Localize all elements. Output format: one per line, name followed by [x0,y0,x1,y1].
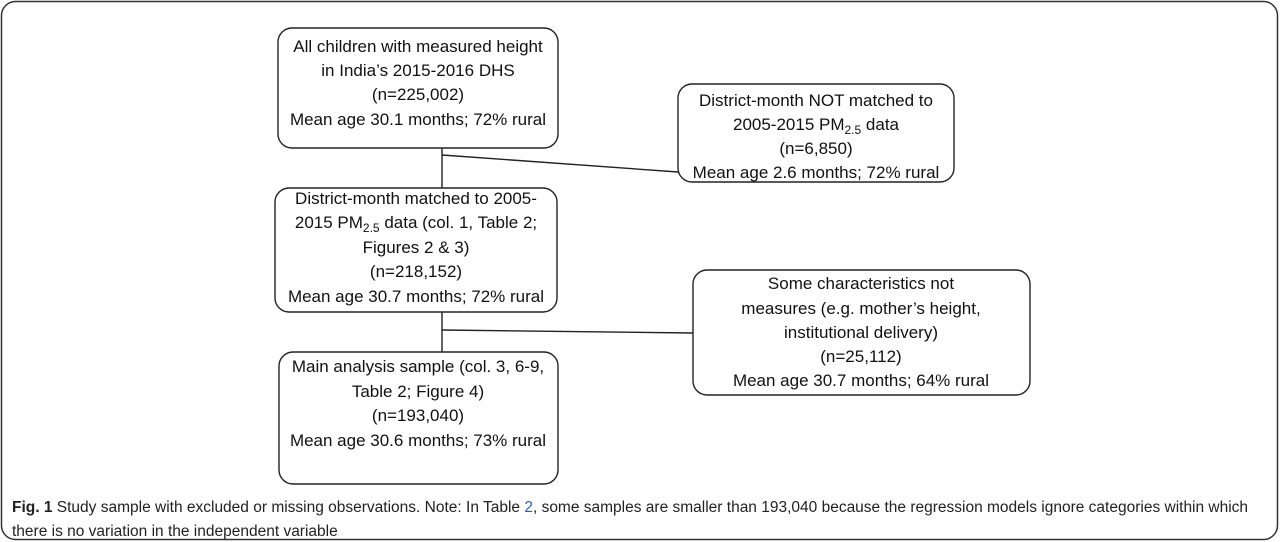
box-line: 2005-2015 PM2.5 data [733,115,900,137]
box-line: (n=225,002) [372,85,464,104]
caption-text: , some samples are smaller than 193,040 … [12,499,1249,540]
text-run: Mean age 30.7 months; 64% rural [733,371,989,390]
box [677,83,955,183]
text-run: District-month NOT matched to [699,91,933,110]
text-run: (n=25,112) [820,347,901,366]
text-run: Mean age 30.1 months; 72% rural [290,110,546,129]
figure-caption: Fig. 1 Study sample with excluded or mis… [12,496,1262,542]
subscript: 2.5 [363,221,380,235]
connector [441,154,679,173]
text-run: (n=225,002) [372,85,464,104]
box-line: Table 2; Figure 4) [352,382,484,401]
box-line: Mean age 2.6 months; 72% rural [693,163,940,182]
connector [441,329,694,334]
text-run: in India’s 2015-2016 DHS [321,61,514,80]
text-run: Figures 2 & 3) [363,238,470,257]
text-run: Table 2; Figure 4) [352,382,484,401]
box-line: (n=6,850) [779,139,852,158]
box-line: (n=193,040) [372,406,464,425]
box-line: District-month matched to 2005- [295,189,537,208]
box [274,187,558,313]
box-line: measures (e.g. mother’s height, [741,299,980,318]
box-line: All children with measured height [293,37,543,56]
text-run: measures (e.g. mother’s height, [741,299,980,318]
box-line: Figures 2 & 3) [363,238,470,257]
box-line: (n=218,152) [370,262,462,281]
text-run: data (col. 1, Table 2; [380,213,538,232]
box-line: Mean age 30.1 months; 72% rural [290,110,546,129]
text-run: (n=193,040) [372,406,464,425]
box-line: Main analysis sample (col. 3, 6-9, [292,357,544,376]
table-link[interactable]: 2 [524,499,533,516]
box-line: Mean age 30.7 months; 72% rural [288,287,544,306]
caption-label: Fig. 1 [12,499,53,516]
text-run: 2015 PM [295,213,363,232]
text-run: Main analysis sample (col. 3, 6-9, [292,357,544,376]
box [278,351,559,485]
text-run: All children with measured height [293,37,543,56]
text-run: District-month matched to 2005- [295,189,537,208]
caption-text: Study sample with excluded or missing ob… [52,499,525,516]
box-line: Mean age 30.7 months; 64% rural [733,371,989,390]
box [277,27,559,149]
text-run: institutional delivery) [784,323,938,342]
text-run: Mean age 2.6 months; 72% rural [693,163,940,182]
box-line: (n=25,112) [820,347,901,366]
box-line: in India’s 2015-2016 DHS [321,61,514,80]
box-line: institutional delivery) [784,323,938,342]
text-run: (n=218,152) [370,262,462,281]
text-run: Mean age 30.7 months; 72% rural [288,287,544,306]
text-run: (n=6,850) [779,139,852,158]
text-run: data [861,115,899,134]
text-run: 2005-2015 PM [733,115,845,134]
box-line: Some characteristics not [768,274,954,293]
box-line: Mean age 30.6 months; 73% rural [290,431,546,450]
box-line: District-month NOT matched to [699,91,933,110]
text-run: Mean age 30.6 months; 73% rural [290,431,546,450]
text-run: Some characteristics not [768,274,954,293]
box-line: 2015 PM2.5 data (col. 1, Table 2; [295,213,537,235]
subscript: 2.5 [845,123,862,137]
box-labels: All children with measured height in Indi… [288,37,989,450]
